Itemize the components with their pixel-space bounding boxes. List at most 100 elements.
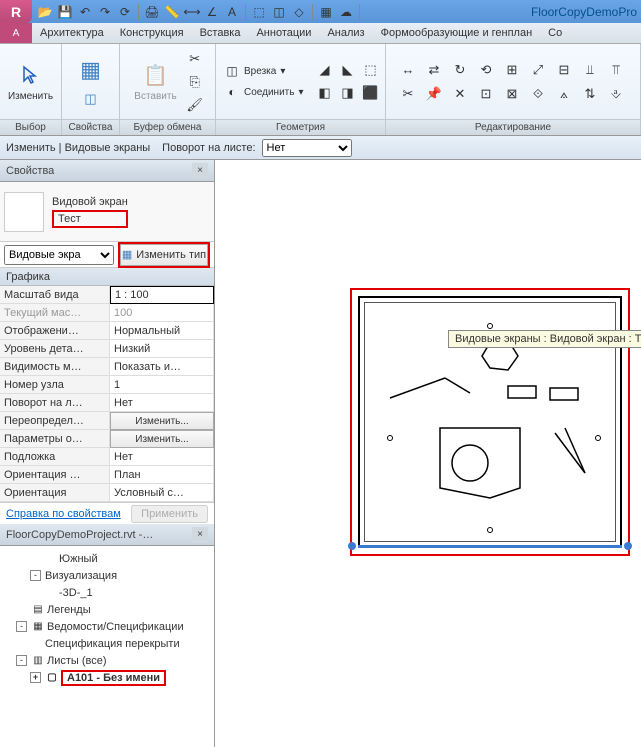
tree-node[interactable]: -Визуализация (2, 567, 212, 584)
tree-toggle[interactable]: - (30, 570, 41, 581)
qat-render-icon[interactable]: ▦ (317, 3, 335, 21)
type-properties-icon[interactable]: ◫ (75, 88, 107, 110)
cut-icon[interactable]: ✂ (184, 48, 206, 70)
pin-icon[interactable]: 📌 (423, 83, 445, 105)
qat-measure-icon[interactable]: 📏 (163, 3, 181, 21)
qat-open-icon[interactable]: 📂 (36, 3, 54, 21)
offset-icon[interactable]: ⫪ (605, 59, 627, 81)
close-icon[interactable]: × (192, 163, 208, 179)
move-icon[interactable]: ↔ (397, 59, 419, 81)
mirror-icon[interactable]: ⟲ (475, 59, 497, 81)
qat-callout-icon[interactable]: ◇ (290, 3, 308, 21)
qat-3d-icon[interactable]: ⬚ (250, 3, 268, 21)
property-value[interactable]: 100 (110, 304, 214, 322)
rotate-icon[interactable]: ↻ (449, 59, 471, 81)
instance-selector[interactable]: Видовые экра (4, 245, 114, 265)
tree-node[interactable]: Южный (2, 550, 212, 567)
modify-button[interactable]: Изменить (3, 58, 58, 105)
ribbon-tab[interactable]: Формообразующие и генплан (373, 23, 541, 43)
resize-handle[interactable] (348, 542, 356, 550)
property-edit-button[interactable]: Изменить... (110, 412, 214, 430)
tree-node[interactable]: +▢А101 - Без имени (2, 669, 212, 686)
properties-help-link[interactable]: Справка по свойствам (6, 508, 121, 520)
tree-node[interactable]: -▦Ведомости/Спецификации (2, 618, 212, 635)
geo-icon-5[interactable]: ◨ (336, 82, 358, 104)
property-value[interactable]: Показать и… (110, 358, 214, 376)
edit-type-button[interactable]: ▦ Изменить тип (120, 244, 208, 266)
edit-icon-5[interactable]: ⇅ (579, 83, 601, 105)
app-tab[interactable]: A (0, 23, 32, 43)
geo-icon-1[interactable]: ◢ (313, 59, 335, 81)
paste-button[interactable]: 📋 Вставить (129, 58, 181, 105)
edit-icon-4[interactable]: ⟑ (553, 83, 575, 105)
property-value[interactable]: План (110, 466, 214, 484)
qat-save-icon[interactable]: 💾 (56, 3, 74, 21)
match-icon[interactable]: 🖌 (184, 94, 206, 116)
edit-icon-6[interactable]: ⎀ (605, 83, 627, 105)
qat-sync-icon[interactable]: ⟳ (116, 3, 134, 21)
geo-icon-4[interactable]: ◧ (313, 82, 335, 104)
property-value[interactable]: 1 (110, 376, 214, 394)
tree-node[interactable]: -▥Листы (все) (2, 652, 212, 669)
qat-dim-icon[interactable]: ⟷ (183, 3, 201, 21)
qat-angle-icon[interactable]: ∠ (203, 3, 221, 21)
ribbon-tab[interactable]: Архитектура (32, 23, 112, 43)
ribbon-tab[interactable]: Конструкция (112, 23, 192, 43)
ribbon-tab[interactable]: Со (540, 23, 570, 43)
scale-icon[interactable]: ⤢ (527, 59, 549, 81)
property-value[interactable]: Нормальный (110, 322, 214, 340)
geo-icon-6[interactable]: ⬛ (359, 82, 381, 104)
apply-button[interactable]: Применить (131, 505, 208, 523)
tree-toggle[interactable]: - (16, 621, 27, 632)
ribbon-tab[interactable]: Анализ (319, 23, 372, 43)
property-group-header[interactable]: Графика (0, 268, 214, 286)
property-value[interactable]: Условный с… (110, 484, 214, 502)
geo-icon-2[interactable]: ◣ (336, 59, 358, 81)
ribbon-tab[interactable]: Вставка (192, 23, 249, 43)
properties-icon[interactable]: ▦ (75, 54, 107, 86)
cursor-icon (17, 61, 45, 89)
property-value[interactable]: 1 : 100 (110, 286, 214, 304)
geo-icon-3[interactable]: ⬚ (359, 59, 381, 81)
qat-text-icon[interactable]: A (223, 3, 241, 21)
join-geometry-button[interactable]: ◐Соединить ▾ (220, 82, 307, 102)
drawing-canvas[interactable]: Видовые экраны : Видовой экран : Те (215, 160, 641, 747)
qat-section-icon[interactable]: ◫ (270, 3, 288, 21)
context-label: Изменить | Видовые экраны (6, 142, 150, 154)
trim-icon[interactable]: ⊟ (553, 59, 575, 81)
array-icon[interactable]: ⊞ (501, 59, 523, 81)
close-icon[interactable]: × (192, 527, 208, 543)
tree-toggle[interactable]: - (16, 655, 27, 666)
project-browser-tree: Южный-Визуализация-3D-_1▤Легенды-▦Ведомо… (0, 546, 214, 690)
properties-type-header[interactable]: Видовой экран Тест (0, 182, 214, 242)
property-name: Видимость м… (0, 358, 110, 376)
edit-icon-3[interactable]: ⟐ (527, 83, 549, 105)
tree-node[interactable]: -3D-_1 (2, 584, 212, 601)
qat-undo-icon[interactable]: ↶ (76, 3, 94, 21)
property-edit-button[interactable]: Изменить... (110, 430, 214, 448)
tree-toggle[interactable]: + (30, 672, 41, 683)
property-value[interactable]: Нет (110, 448, 214, 466)
ribbon-tab[interactable]: Аннотации (248, 23, 319, 43)
app-menu-button[interactable]: R (0, 0, 32, 23)
qat-redo-icon[interactable]: ↷ (96, 3, 114, 21)
group-label: Редактирование (386, 119, 640, 135)
copy-icon[interactable]: ⎘ (184, 71, 206, 93)
viewport-selection[interactable] (350, 288, 630, 556)
qat-cloud-icon[interactable]: ☁ (337, 3, 355, 21)
property-value[interactable]: Нет (110, 394, 214, 412)
resize-handle[interactable] (624, 542, 632, 550)
split-icon[interactable]: ✂ (397, 83, 419, 105)
edit-icon-1[interactable]: ⊡ (475, 83, 497, 105)
rotation-select[interactable]: Нет (262, 139, 352, 157)
edit-icon-2[interactable]: ⊠ (501, 83, 523, 105)
cut-geometry-button[interactable]: ◫Врезка ▾ (220, 61, 307, 81)
tree-node[interactable]: Спецификация перекрыти (2, 635, 212, 652)
property-value[interactable]: Низкий (110, 340, 214, 358)
tree-item-label: Визуализация (45, 570, 117, 582)
qat-print-icon[interactable]: 🖨 (143, 3, 161, 21)
delete-icon[interactable]: ✕ (449, 83, 471, 105)
copy-move-icon[interactable]: ⇄ (423, 59, 445, 81)
align-icon[interactable]: ⫫ (579, 59, 601, 81)
tree-node[interactable]: ▤Легенды (2, 601, 212, 618)
